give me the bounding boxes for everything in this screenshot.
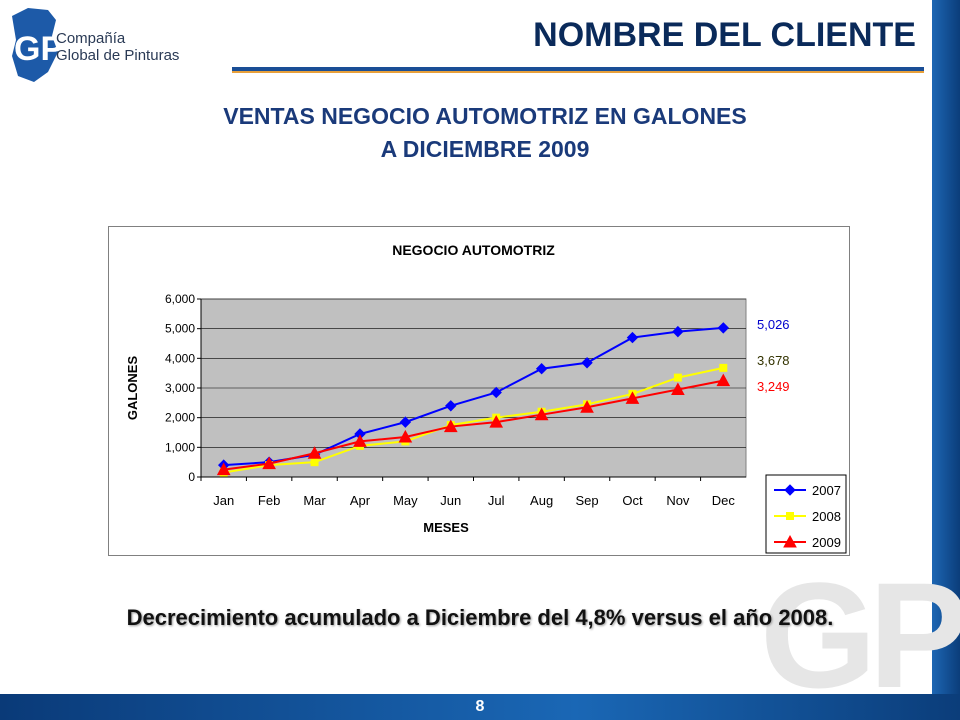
conclusion-text: Decrecimiento acumulado a Diciembre del … (126, 605, 834, 630)
y-tick-label: 2,000 (165, 411, 195, 425)
company-name: Compañía Global de Pinturas (56, 30, 179, 64)
right-accent-bar (932, 0, 960, 720)
x-axis-title: MESES (423, 520, 469, 535)
company-name-line1: Compañía (56, 30, 126, 47)
legend-2009-marker (783, 534, 797, 548)
series-2007-point (490, 386, 502, 399)
y-tick-label: 6,000 (165, 292, 195, 306)
series-2007-point (445, 400, 457, 412)
series-2009-point (307, 446, 322, 459)
series-2009-point (216, 462, 231, 476)
page-number: 8 (475, 698, 485, 715)
company-logo: GP (12, 8, 63, 82)
legend-2007-label: 2007 (812, 483, 841, 498)
title-underline (232, 67, 924, 71)
logo-monogram: GP (14, 30, 63, 68)
x-tick-label: Sep (575, 493, 598, 508)
series-2009-point (262, 456, 276, 470)
x-tick-label: Dec (712, 493, 736, 508)
x-tick-label: Apr (350, 493, 371, 508)
chart-area: 0 1,000 2,000 3,000 4,000 5,000 6,000 Jan Feb Mar… (108, 226, 850, 556)
series-2008-end-label: 3,678 (757, 353, 790, 368)
client-title: NOMBRE DEL CLIENTE (533, 16, 916, 54)
series-2009-point (443, 419, 458, 433)
slide-title-line2: A DICIEMBRE 2009 (380, 136, 590, 162)
legend-box (765, 474, 847, 554)
legend-2008-label: 2008 (812, 509, 841, 524)
line-chart: 0 1,000 2,000 3,000 4,000 5,000 6,000 Jan Feb Mar… (125, 242, 847, 554)
series-2007-point (717, 322, 729, 334)
y-axis-title: GALONES (125, 356, 140, 421)
y-tick-label: 3,000 (165, 381, 195, 395)
series-2007-point (672, 325, 684, 338)
legend-2007-marker (784, 484, 796, 496)
y-tick-label: 5,000 (165, 322, 195, 336)
series-2009-point (625, 391, 640, 404)
x-tick-label: May (393, 493, 418, 508)
slide-title-line1: VENTAS NEGOCIO AUTOMOTRIZ EN GALONES (223, 103, 747, 129)
title-underline-accent (232, 71, 924, 73)
y-tick-label: 0 (188, 470, 195, 484)
legend-2008-marker (786, 512, 794, 520)
company-name-line2: Global de Pinturas (56, 47, 180, 64)
logo-map-icon (12, 8, 58, 82)
series-2009-point (534, 407, 549, 421)
series-2009-line (223, 379, 724, 471)
series-2009-point (671, 382, 685, 395)
series-2009-point (353, 434, 367, 447)
series-2008-line (223, 366, 724, 474)
gp-watermark: GP (760, 551, 960, 719)
series-2009-point (716, 373, 731, 387)
x-tick-label: Jun (440, 493, 461, 508)
slide-title: VENTAS NEGOCIO AUTOMOTRIZ EN GALONES A D… (100, 100, 870, 166)
x-tick-label: Jul (488, 493, 505, 508)
x-tick-label: Aug (530, 493, 553, 508)
chart-title: NEGOCIO AUTOMOTRIZ (392, 242, 555, 258)
x-tick-label: Jan (213, 493, 234, 508)
series-2009-end-label: 3,249 (757, 379, 790, 394)
x-tick-label: Mar (303, 493, 326, 508)
x-tick-label: Nov (666, 493, 690, 508)
series-2008-point (673, 373, 682, 382)
legend-2009-label: 2009 (812, 535, 841, 550)
series-2008-point (719, 363, 728, 372)
series-2007-point (399, 416, 412, 428)
series-2007-point (535, 363, 548, 375)
series-2009-point (489, 415, 504, 428)
series-2007-point (581, 357, 593, 369)
series-2008-point (310, 458, 319, 467)
series-2007-point (626, 331, 639, 344)
series-2009-point (398, 429, 413, 443)
y-tick-label: 4,000 (165, 351, 195, 365)
y-tick-label: 1,000 (165, 440, 195, 454)
x-tick-label: Feb (258, 493, 280, 508)
bottom-accent-bar (0, 694, 960, 720)
x-tick-label: Oct (622, 493, 643, 508)
series-2009-point (580, 400, 594, 413)
series-2007-end-label: 5,026 (757, 317, 790, 332)
